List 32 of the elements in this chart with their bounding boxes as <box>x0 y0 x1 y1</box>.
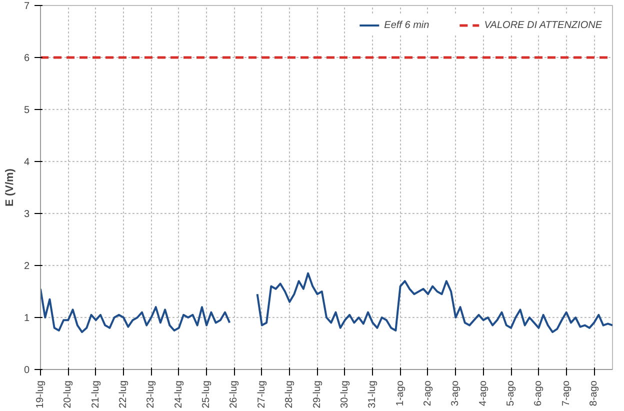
y-tick-label: 7 <box>24 1 30 12</box>
x-tick-label: 22-lug <box>118 380 130 408</box>
x-tick-label: 21-lug <box>90 380 102 408</box>
x-tick-label: 28-lug <box>284 380 296 408</box>
y-tick-label: 6 <box>24 53 30 64</box>
y-tick-label: 1 <box>24 313 30 324</box>
x-tick-label: 5-ago <box>506 380 517 406</box>
x-tick-label: 25-lug <box>201 380 212 408</box>
x-tick-label: 27-lug <box>256 380 268 408</box>
x-tick-label: 20-lug <box>62 380 74 408</box>
y-tick-label: 0 <box>24 365 30 376</box>
y-tick-label: 2 <box>24 261 30 272</box>
y-tick-label: 4 <box>24 157 30 168</box>
x-tick-label: 29-lug <box>312 380 323 408</box>
x-tick-label: 2-ago <box>422 380 434 406</box>
x-tick-label: 6-ago <box>533 380 544 406</box>
x-tick-label: 24-lug <box>173 380 184 408</box>
x-tick-label: 4-ago <box>478 380 489 406</box>
x-tick-label: 1-ago <box>394 380 406 406</box>
legend-label: VALORE DI ATTENZIONE <box>484 20 602 30</box>
x-tick-label: 30-lug <box>339 380 350 408</box>
x-tick-label: 31-lug <box>367 380 378 408</box>
x-tick-label: 26-lug <box>228 380 240 408</box>
y-tick-label: 3 <box>24 209 30 220</box>
x-tick-label: 19-lug <box>35 380 46 408</box>
x-tick-label: 7-ago <box>560 380 572 406</box>
x-tick-label: 23-lug <box>146 380 157 408</box>
legend-label: Eeff 6 min <box>384 20 430 30</box>
x-tick-label: 8-ago <box>588 380 600 406</box>
y-tick-label: 5 <box>24 105 30 116</box>
y-axis-title: E (V/m) <box>4 168 16 206</box>
x-tick-label: 3-ago <box>450 380 462 406</box>
